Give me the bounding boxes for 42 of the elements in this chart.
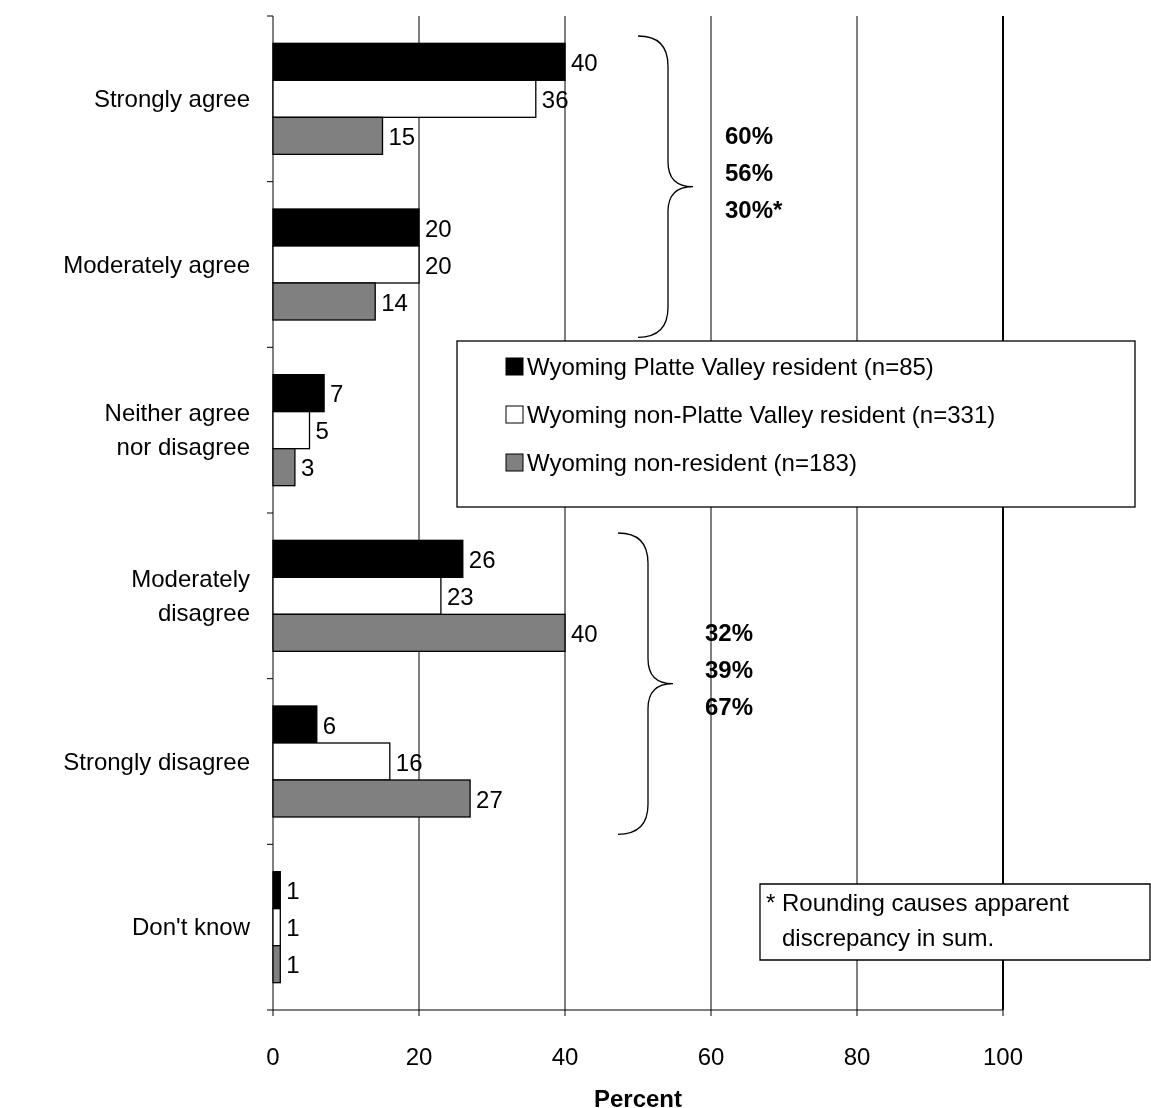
- data-label: 40: [571, 619, 598, 647]
- y-tick-label: Strongly disagree: [63, 747, 250, 775]
- data-label: 7: [330, 380, 344, 408]
- data-label: 40: [571, 48, 598, 76]
- y-tick-label: Strongly agree: [93, 84, 250, 112]
- data-label: 6: [322, 711, 337, 739]
- data-label: 14: [381, 288, 408, 316]
- x-tick-label: 40: [551, 1043, 579, 1070]
- y-tick-label: Neither agree nor disagree: [104, 399, 250, 461]
- data-label: 26: [468, 545, 496, 573]
- x-axis-title: Percent: [593, 1085, 683, 1108]
- annotation: 67%: [705, 692, 754, 720]
- x-tick-label: 80: [843, 1043, 871, 1070]
- data-label: 27: [476, 785, 503, 813]
- annotation: 32%: [705, 618, 754, 646]
- annotation: * Rounding causes apparent discrepancy in sum.: [766, 889, 1070, 951]
- data-label: 3: [300, 454, 315, 482]
- y-tick-label: Moderately disagree: [131, 564, 250, 626]
- x-tick-label: 20: [405, 1043, 433, 1070]
- data-label: 20: [425, 214, 452, 242]
- x-tick-label: 100: [982, 1043, 1024, 1070]
- x-tick-label: 60: [697, 1043, 725, 1070]
- data-label: 1: [286, 877, 300, 905]
- x-tick-label: 0: [266, 1043, 280, 1070]
- legend-label: Wyoming Platte Valley resident (n=85): [527, 353, 934, 380]
- data-label: 23: [446, 582, 474, 610]
- annotation: 39%: [705, 655, 754, 683]
- data-label: 5: [315, 417, 329, 445]
- annotation: 30%*: [725, 195, 784, 223]
- legend-label: Wyoming non-Platte Valley resident (n=331): [527, 401, 996, 428]
- data-label: 20: [425, 251, 452, 279]
- data-label: 1: [286, 951, 300, 979]
- data-label: 1: [286, 914, 300, 942]
- data-label: 16: [395, 748, 423, 776]
- annotation: 56%: [725, 158, 774, 186]
- y-tick-label: Moderately agree: [63, 250, 250, 278]
- data-label: 36: [541, 85, 569, 113]
- data-label: 15: [388, 122, 416, 150]
- annotation: 60%: [725, 121, 774, 149]
- legend-label: Wyoming non-resident (n=183): [527, 449, 857, 476]
- note-box: * Rounding causes apparent discrepancy in sum.: [759, 883, 1151, 961]
- y-tick-label: Don't know: [132, 913, 251, 941]
